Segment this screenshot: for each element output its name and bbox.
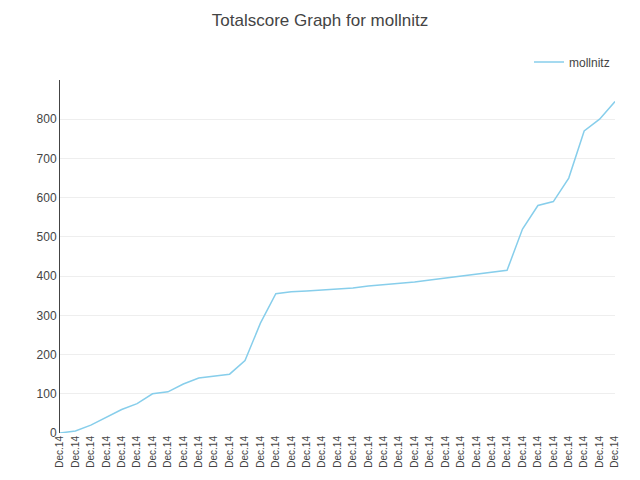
svg-text:Dec.14: Dec.14 xyxy=(501,436,512,468)
svg-text:800: 800 xyxy=(37,112,57,126)
svg-text:Dec.14: Dec.14 xyxy=(332,436,343,468)
svg-text:Dec.14: Dec.14 xyxy=(578,436,589,468)
svg-text:Dec.14: Dec.14 xyxy=(70,436,81,468)
svg-text:Dec.14: Dec.14 xyxy=(424,436,435,468)
svg-text:500: 500 xyxy=(37,230,57,244)
svg-text:Dec.14: Dec.14 xyxy=(609,436,620,468)
svg-text:Dec.14: Dec.14 xyxy=(378,436,389,468)
svg-text:Dec.14: Dec.14 xyxy=(455,436,466,468)
svg-text:Dec.14: Dec.14 xyxy=(563,436,574,468)
svg-text:Dec.14: Dec.14 xyxy=(131,436,142,468)
svg-text:200: 200 xyxy=(37,348,57,362)
svg-text:Dec.14: Dec.14 xyxy=(116,436,127,468)
svg-text:Dec.14: Dec.14 xyxy=(347,436,358,468)
svg-text:Dec.14: Dec.14 xyxy=(147,436,158,468)
svg-text:Dec.14: Dec.14 xyxy=(224,436,235,468)
svg-text:600: 600 xyxy=(37,191,57,205)
svg-text:mollnitz: mollnitz xyxy=(569,56,610,70)
svg-text:Dec.14: Dec.14 xyxy=(409,436,420,468)
svg-text:Dec.14: Dec.14 xyxy=(208,436,219,468)
svg-text:Dec.14: Dec.14 xyxy=(548,436,559,468)
svg-text:300: 300 xyxy=(37,309,57,323)
svg-text:Dec.14: Dec.14 xyxy=(316,436,327,468)
svg-text:Dec.14: Dec.14 xyxy=(101,436,112,468)
svg-text:Dec.14: Dec.14 xyxy=(193,436,204,468)
svg-text:Dec.14: Dec.14 xyxy=(286,436,297,468)
svg-text:Dec.14: Dec.14 xyxy=(54,436,65,468)
svg-text:400: 400 xyxy=(37,269,57,283)
svg-text:Dec.14: Dec.14 xyxy=(471,436,482,468)
svg-text:Dec.14: Dec.14 xyxy=(85,436,96,468)
svg-text:Dec.14: Dec.14 xyxy=(255,436,266,468)
svg-text:100: 100 xyxy=(37,387,57,401)
svg-text:Dec.14: Dec.14 xyxy=(162,436,173,468)
svg-text:Dec.14: Dec.14 xyxy=(239,436,250,468)
svg-text:Dec.14: Dec.14 xyxy=(178,436,189,468)
svg-text:Totalscore Graph for mollnitz: Totalscore Graph for mollnitz xyxy=(212,11,428,30)
svg-text:Dec.14: Dec.14 xyxy=(517,436,528,468)
svg-text:Dec.14: Dec.14 xyxy=(594,436,605,468)
svg-text:0: 0 xyxy=(50,426,57,440)
svg-text:700: 700 xyxy=(37,152,57,166)
svg-text:Dec.14: Dec.14 xyxy=(393,436,404,468)
svg-text:Dec.14: Dec.14 xyxy=(486,436,497,468)
svg-text:Dec.14: Dec.14 xyxy=(440,436,451,468)
svg-text:Dec.14: Dec.14 xyxy=(532,436,543,468)
svg-text:Dec.14: Dec.14 xyxy=(301,436,312,468)
svg-text:Dec.14: Dec.14 xyxy=(270,436,281,468)
svg-text:Dec.14: Dec.14 xyxy=(363,436,374,468)
